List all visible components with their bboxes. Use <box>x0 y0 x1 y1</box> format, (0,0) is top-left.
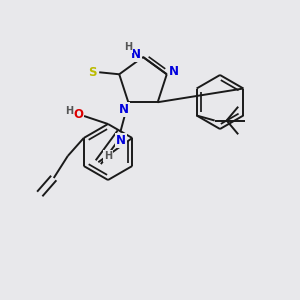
Text: O: O <box>73 109 83 122</box>
Text: N: N <box>131 47 141 61</box>
Text: N: N <box>169 65 179 78</box>
Text: H: H <box>124 42 132 52</box>
Text: H: H <box>65 106 73 116</box>
Text: N: N <box>116 134 126 147</box>
Text: H: H <box>104 151 112 161</box>
Text: N: N <box>119 103 129 116</box>
Text: S: S <box>88 66 97 79</box>
